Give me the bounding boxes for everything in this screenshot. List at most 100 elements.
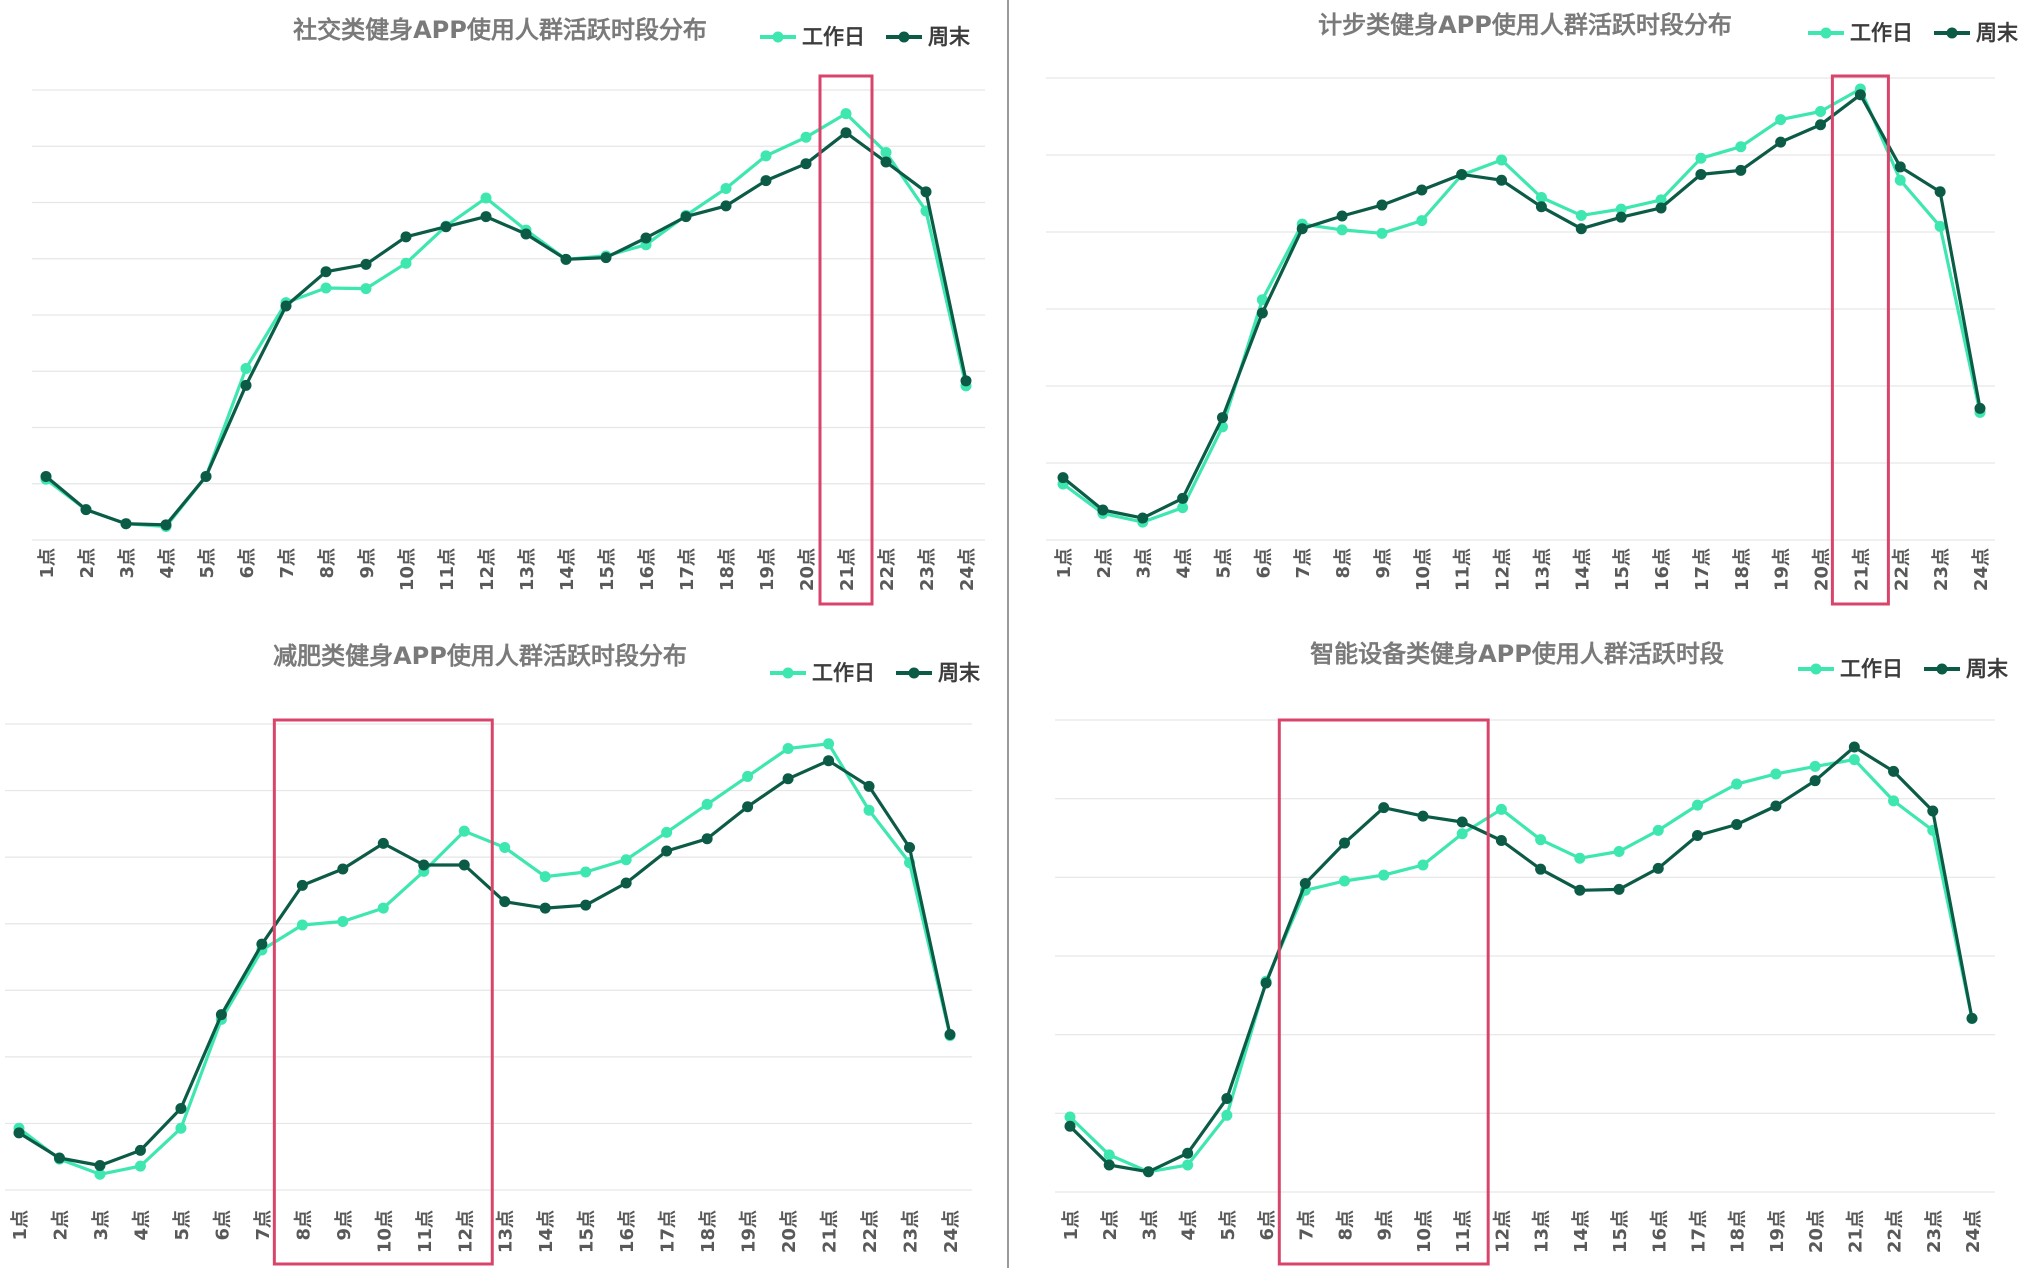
data-point: [1731, 819, 1743, 831]
x-tick-label: 18点: [1727, 1210, 1749, 1253]
legend-dot-marker: [782, 667, 794, 679]
x-tick-label: 4点: [156, 548, 178, 579]
x-tick-label: 3点: [116, 548, 138, 579]
x-tick-label: 10点: [373, 1210, 395, 1253]
data-point: [920, 186, 932, 198]
data-point: [458, 825, 470, 837]
legend-item: 周末: [896, 661, 981, 685]
x-tick-label: 14点: [1570, 1210, 1592, 1253]
data-point: [377, 902, 389, 914]
legend-item: 周末: [1924, 657, 2009, 681]
x-tick-label: 3点: [1133, 548, 1155, 579]
x-tick-label: 1点: [36, 548, 58, 579]
data-point: [1177, 502, 1189, 514]
x-tick-labels: 1点 2点 3点 4点 5点 6点 7点 8点 9点 10点 11点 12点 13点 14点 15点 16点 1…: [1060, 1210, 1984, 1253]
x-tick-label: 6点: [211, 1210, 233, 1241]
series-weekend: [13, 755, 956, 1172]
data-point: [1927, 805, 1939, 817]
data-point: [337, 915, 349, 927]
data-point: [880, 156, 892, 168]
highlight-box: [272, 718, 494, 1266]
data-point: [1496, 174, 1508, 186]
data-point: [400, 231, 412, 243]
data-point: [823, 738, 835, 750]
data-point: [120, 518, 132, 530]
chart-panel-smartdevice: 智能设备类健身APP使用人群活跃时段 工作日 周末 1点 2点 3点 4点 5点 6点 7点 8点 9…: [1012, 632, 2025, 1268]
data-point: [1894, 174, 1906, 186]
x-tick-label: 23点: [916, 548, 938, 591]
x-tick-label: 7点: [1292, 548, 1314, 579]
legend-label: 工作日: [812, 661, 875, 685]
x-tick-label: 2点: [49, 1210, 71, 1241]
x-tick-label: 19点: [1766, 1210, 1788, 1253]
data-point: [661, 845, 673, 857]
x-tick-label: 5点: [1217, 1210, 1239, 1241]
data-point: [1815, 119, 1827, 131]
grid-lines: [1055, 719, 1995, 1193]
data-point: [1894, 161, 1906, 173]
grid-lines: [5, 723, 972, 1191]
data-point: [701, 798, 713, 810]
x-tick-label: 20点: [796, 548, 818, 591]
data-point: [1057, 472, 1069, 484]
x-tick-label: 11点: [436, 548, 458, 591]
data-point: [360, 283, 372, 295]
series-line: [18, 742, 952, 1176]
x-tick-label: 18点: [697, 1210, 719, 1253]
x-tick-label: 6点: [1252, 548, 1274, 579]
data-point: [760, 175, 772, 187]
x-tick-label: 10点: [396, 548, 418, 591]
data-point: [863, 780, 875, 792]
data-point: [1575, 223, 1587, 235]
legend-label: 周末: [1966, 657, 2009, 681]
data-point: [782, 742, 794, 754]
data-point: [1299, 878, 1311, 890]
x-tick-label: 22点: [859, 1210, 881, 1253]
legend-item: 周末: [886, 25, 971, 49]
data-point: [1495, 835, 1507, 847]
data-point: [400, 257, 412, 269]
data-point: [520, 228, 532, 240]
data-point: [175, 1102, 187, 1114]
series-line: [1068, 745, 1974, 1174]
x-tick-label: 4点: [1178, 1210, 1200, 1241]
legend-dot-marker: [1820, 27, 1832, 39]
data-point: [620, 877, 632, 889]
data-point: [1695, 168, 1707, 180]
data-point: [1103, 1149, 1115, 1161]
data-point: [1655, 194, 1667, 206]
data-point: [661, 826, 673, 838]
data-point: [1848, 741, 1860, 753]
x-tick-label: 15点: [576, 1210, 598, 1253]
data-point: [1221, 1092, 1233, 1104]
data-point: [1182, 1159, 1194, 1171]
x-tick-label: 5点: [196, 548, 218, 579]
x-tick-label: 1点: [1053, 548, 1075, 579]
data-point: [1815, 105, 1827, 117]
x-tick-label: 18点: [1731, 548, 1753, 591]
data-point: [499, 896, 511, 908]
data-point: [1770, 768, 1782, 780]
data-point: [1496, 154, 1508, 166]
x-tick-label: 9点: [333, 1210, 355, 1241]
data-point: [94, 1160, 106, 1172]
x-tick-label: 23点: [900, 1210, 922, 1253]
x-tick-label: 6点: [1256, 1210, 1278, 1241]
x-tick-label: 15点: [1611, 548, 1633, 591]
x-tick-label: 12点: [1492, 548, 1514, 591]
data-point: [1695, 152, 1707, 164]
x-tick-label: 12点: [476, 548, 498, 591]
data-point: [1495, 803, 1507, 815]
legend-dot-marker: [908, 667, 920, 679]
data-point: [296, 919, 308, 931]
data-point: [280, 300, 292, 312]
chart-pedometer: 计步类健身APP使用人群活跃时段分布 工作日 周末 1点 2点 3点 4点 5点 6点 7点 8点 9…: [1046, 11, 2019, 606]
data-point: [1809, 760, 1821, 772]
data-point: [200, 470, 212, 482]
data-point: [1376, 199, 1388, 211]
data-point: [1182, 1147, 1194, 1159]
data-point: [880, 146, 892, 158]
data-point: [1854, 89, 1866, 101]
x-tick-label: 19点: [738, 1210, 760, 1253]
data-point: [80, 504, 92, 516]
